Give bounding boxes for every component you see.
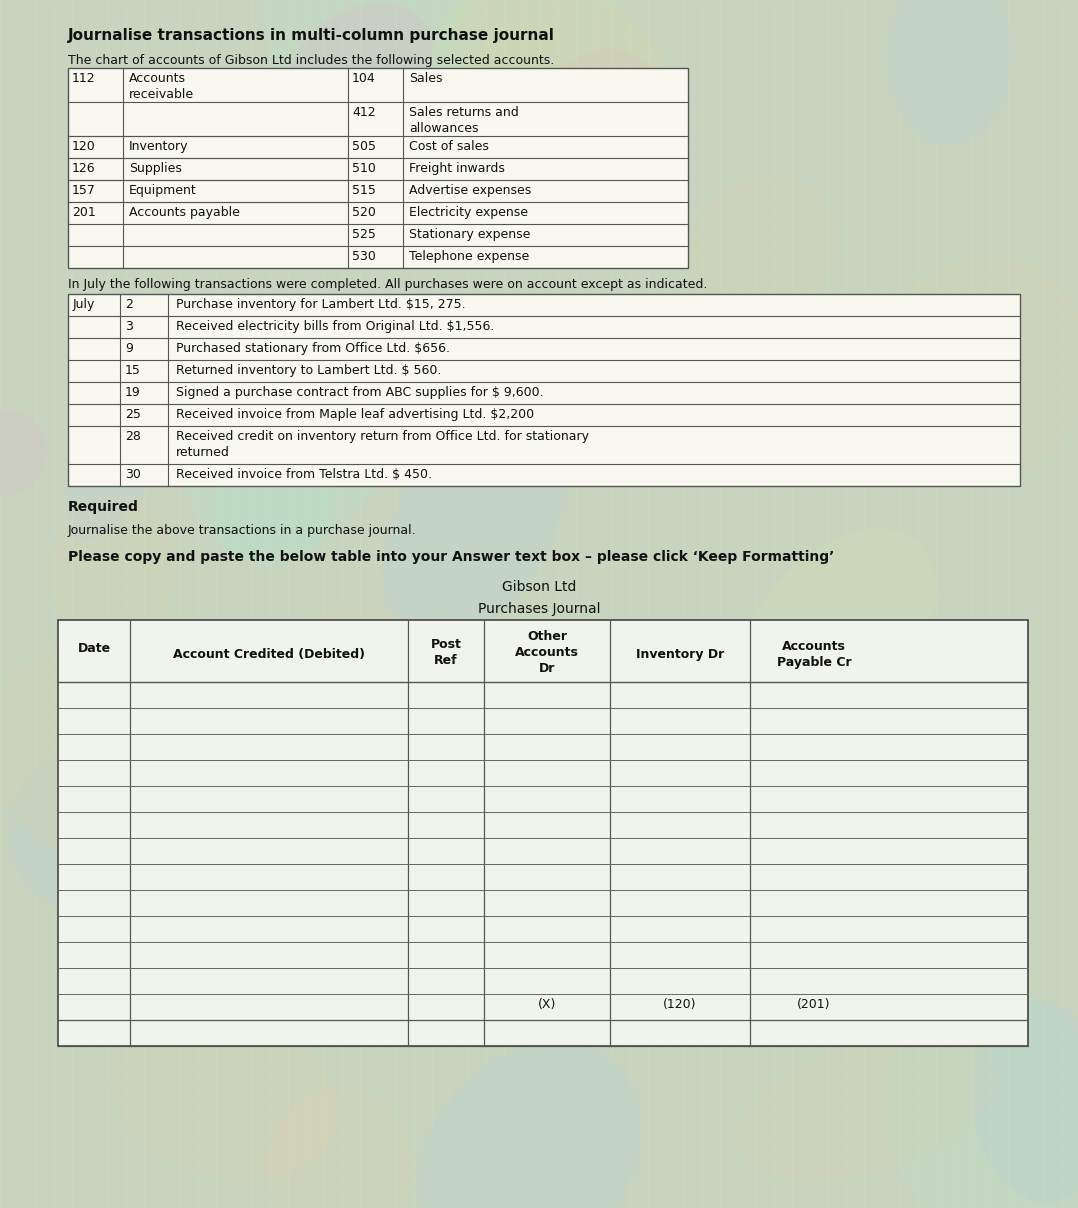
Ellipse shape <box>234 617 450 768</box>
Text: Journalise transactions in multi-column purchase journal: Journalise transactions in multi-column … <box>68 28 555 43</box>
Text: Returned inventory to Lambert Ltd. $ 560.: Returned inventory to Lambert Ltd. $ 560… <box>176 364 441 377</box>
Text: Gibson Ltd: Gibson Ltd <box>502 580 576 594</box>
Text: The chart of accounts of Gibson Ltd includes the following selected accounts.: The chart of accounts of Gibson Ltd incl… <box>68 54 554 66</box>
Text: Inventory Dr: Inventory Dr <box>636 647 724 661</box>
Text: 126: 126 <box>72 162 96 175</box>
Text: Please copy and paste the below table into your Answer text box – please click ‘: Please copy and paste the below table in… <box>68 550 834 564</box>
Text: Received invoice from Maple leaf advertising Ltd. $2,200: Received invoice from Maple leaf adverti… <box>176 408 534 422</box>
Text: Purchase inventory for Lambert Ltd. $15, 275.: Purchase inventory for Lambert Ltd. $15,… <box>176 298 466 310</box>
Text: Journalise the above transactions in a purchase journal.: Journalise the above transactions in a p… <box>68 524 416 538</box>
Ellipse shape <box>734 1038 999 1180</box>
Text: Received invoice from Telstra Ltd. $ 450.: Received invoice from Telstra Ltd. $ 450… <box>176 467 432 481</box>
Text: 30: 30 <box>125 467 141 481</box>
Ellipse shape <box>427 0 677 243</box>
Text: Received credit on inventory return from Office Ltd. for stationary
returned: Received credit on inventory return from… <box>176 430 589 459</box>
Ellipse shape <box>384 401 566 643</box>
Text: In July the following transactions were completed. All purchases were on account: In July the following transactions were … <box>68 278 707 291</box>
Text: 15: 15 <box>125 364 141 377</box>
Text: 3: 3 <box>125 320 133 333</box>
Text: Purchased stationary from Office Ltd. $656.: Purchased stationary from Office Ltd. $6… <box>176 342 450 355</box>
Text: Signed a purchase contract from ABC supplies for $ 9,600.: Signed a purchase contract from ABC supp… <box>176 387 543 399</box>
Text: Freight inwards: Freight inwards <box>409 162 505 175</box>
Ellipse shape <box>262 0 480 173</box>
Text: Electricity expense: Electricity expense <box>409 207 528 219</box>
Ellipse shape <box>67 313 203 541</box>
Text: (201): (201) <box>798 998 831 1011</box>
Ellipse shape <box>50 494 177 646</box>
Text: (X): (X) <box>538 998 556 1011</box>
Text: Sales returns and
allowances: Sales returns and allowances <box>409 106 519 135</box>
Text: 525: 525 <box>353 228 376 242</box>
Text: Supplies: Supplies <box>129 162 182 175</box>
Ellipse shape <box>453 0 672 123</box>
Text: Received electricity bills from Original Ltd. $1,556.: Received electricity bills from Original… <box>176 320 495 333</box>
Ellipse shape <box>737 528 937 736</box>
Text: 157: 157 <box>72 184 96 197</box>
Text: 19: 19 <box>125 387 141 399</box>
Text: Post
Ref: Post Ref <box>430 638 461 667</box>
Text: Advertise expenses: Advertise expenses <box>409 184 531 197</box>
Text: 104: 104 <box>353 72 376 85</box>
Ellipse shape <box>9 741 189 916</box>
Text: 530: 530 <box>353 250 376 263</box>
Ellipse shape <box>688 175 837 323</box>
Text: 515: 515 <box>353 184 376 197</box>
Text: Accounts
Payable Cr: Accounts Payable Cr <box>776 640 852 669</box>
Text: 120: 120 <box>72 140 96 153</box>
Text: Cost of sales: Cost of sales <box>409 140 489 153</box>
Text: 2: 2 <box>125 298 133 310</box>
Text: 201: 201 <box>72 207 96 219</box>
Text: Inventory: Inventory <box>129 140 189 153</box>
Text: Other
Accounts
Dr: Other Accounts Dr <box>515 631 579 675</box>
Text: Account Credited (Debited): Account Credited (Debited) <box>172 647 365 661</box>
Ellipse shape <box>82 716 198 824</box>
Text: July: July <box>73 298 95 310</box>
Text: Required: Required <box>68 500 139 513</box>
Text: Accounts
receivable: Accounts receivable <box>129 72 194 101</box>
Bar <box>68 68 688 268</box>
Ellipse shape <box>215 323 427 562</box>
Text: 412: 412 <box>353 106 375 120</box>
Ellipse shape <box>741 836 983 1000</box>
Ellipse shape <box>888 0 1011 145</box>
Ellipse shape <box>972 1000 1078 1203</box>
Ellipse shape <box>398 644 565 742</box>
Ellipse shape <box>184 413 334 567</box>
Text: Sales: Sales <box>409 72 442 85</box>
Text: (120): (120) <box>663 998 696 1011</box>
Ellipse shape <box>110 1012 338 1181</box>
Text: Date: Date <box>78 641 111 655</box>
Ellipse shape <box>388 749 496 854</box>
Ellipse shape <box>220 606 460 818</box>
Ellipse shape <box>418 1043 641 1208</box>
Text: 28: 28 <box>125 430 141 443</box>
Text: Equipment: Equipment <box>129 184 197 197</box>
Text: Purchases Journal: Purchases Journal <box>478 602 600 616</box>
Ellipse shape <box>0 410 47 496</box>
Bar <box>68 294 1020 486</box>
Text: 510: 510 <box>353 162 376 175</box>
Text: Telephone expense: Telephone expense <box>409 250 529 263</box>
Ellipse shape <box>285 4 436 147</box>
Text: Accounts payable: Accounts payable <box>129 207 240 219</box>
Bar <box>58 620 1028 1046</box>
Ellipse shape <box>869 256 1078 488</box>
Text: 112: 112 <box>72 72 96 85</box>
Ellipse shape <box>884 983 1078 1208</box>
Text: 25: 25 <box>125 408 141 422</box>
Ellipse shape <box>84 614 208 835</box>
Ellipse shape <box>543 48 673 184</box>
Ellipse shape <box>267 1087 413 1208</box>
Text: 505: 505 <box>353 140 376 153</box>
Text: Stationary expense: Stationary expense <box>409 228 530 242</box>
Ellipse shape <box>0 641 198 856</box>
Text: 520: 520 <box>353 207 376 219</box>
Text: 9: 9 <box>125 342 133 355</box>
